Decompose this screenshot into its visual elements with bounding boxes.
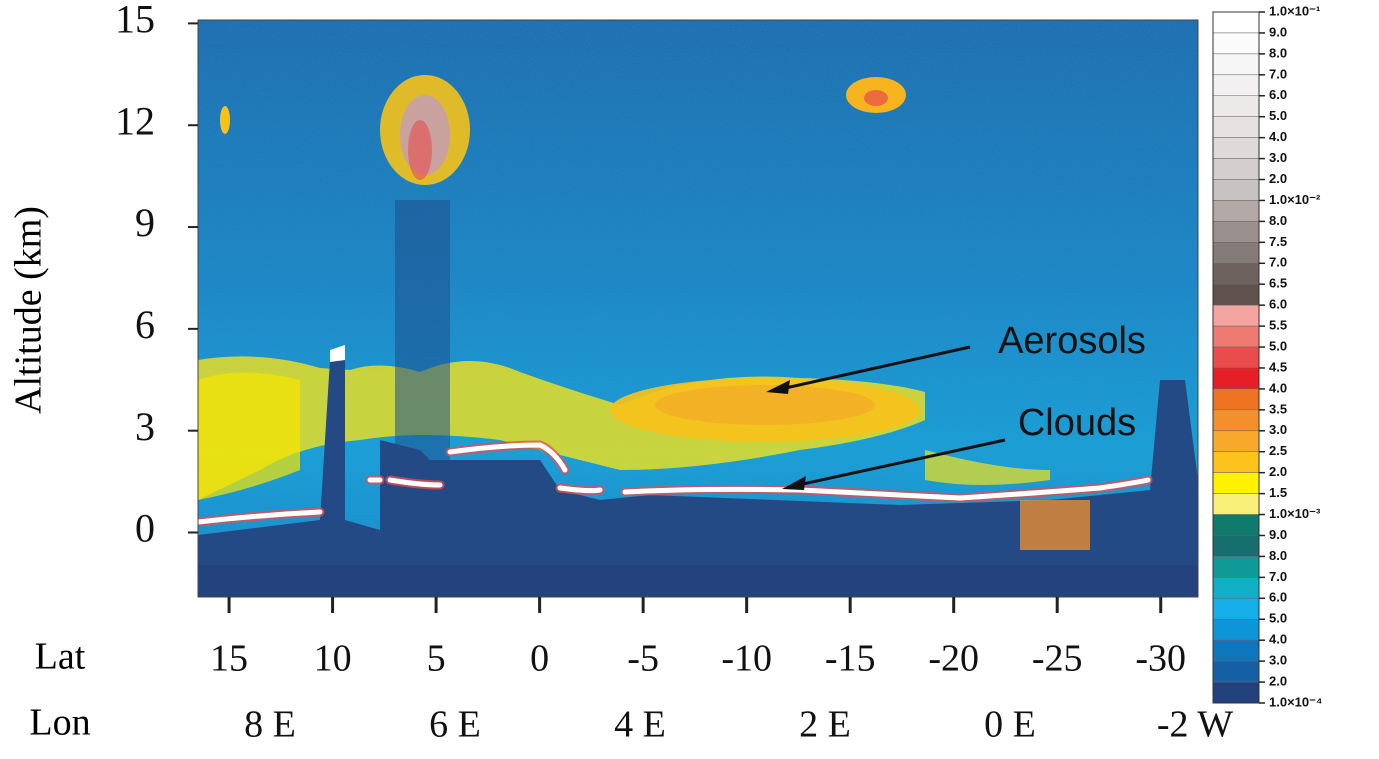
colorbar-segment [1213,640,1259,661]
x-tick-label: -30 [1135,638,1186,680]
colorbar-segment [1213,12,1259,33]
colorbar-segment [1213,305,1259,326]
colorbar-segment [1213,389,1259,410]
colorbar-segment [1213,263,1259,284]
colorbar-segment [1213,96,1259,117]
colorbar-tick-label: 5.5 [1269,318,1287,333]
colorbar-segment [1213,515,1259,536]
colorbar-segment [1213,661,1259,682]
colorbar-tick-label: 2.5 [1269,443,1287,458]
colorbar-tick-label: 3.0 [1269,150,1287,165]
x-tick-label: -15 [825,638,876,680]
lon-label: 6 E [429,704,481,746]
colorbar-segment [1213,159,1259,180]
y-tick-label: 6 [135,302,155,347]
colorbar-tick-label: 1.0×10⁻² [1269,192,1321,207]
colorbar-segment [1213,598,1259,619]
colorbar-segment [1213,221,1259,242]
colorbar-segment [1213,138,1259,159]
y-tick-label: 3 [135,404,155,449]
annotation: Aerosols [998,320,1146,362]
colorbar-tick-label: 1.0×10⁻¹ [1269,3,1320,18]
colorbar-tick-label: 8.0 [1269,548,1287,563]
colorbar-tick-label: 6.0 [1269,590,1287,605]
colorbar-segment [1213,535,1259,556]
colorbar-tick-label: 3.0 [1269,422,1287,437]
colorbar-tick-label: 5.0 [1269,338,1287,353]
colorbar-segment [1213,242,1259,263]
colorbar-segment [1213,577,1259,598]
x-tick-label: -5 [627,638,659,680]
y-tick-label: 9 [135,200,155,245]
lon-label: 8 E [244,704,296,746]
lon-label: 4 E [614,704,666,746]
colorbar-tick-label: 1.0×10⁻⁴ [1269,694,1322,709]
colorbar-segment [1213,431,1259,452]
colorbar-tick-label: 7.0 [1269,569,1287,584]
colorbar-segment [1213,619,1259,640]
colorbar-segment [1213,682,1259,703]
colorbar-segment [1213,368,1259,389]
y-tick-label: 12 [115,98,155,143]
y-tick-label: 0 [135,506,155,551]
y-tick-label: 15 [115,0,155,42]
colorbar-tick-label: 5.0 [1269,108,1287,123]
colorbar-tick-label: 2.0 [1269,464,1287,479]
x-tick-label: -25 [1032,638,1083,680]
colorbar-segment [1213,75,1259,96]
colorbar-tick-label: 6.0 [1269,297,1287,312]
y-axis-label: Altitude (km) [8,206,50,414]
colorbar-tick-label: 4.0 [1269,380,1287,395]
colorbar-tick-label: 4.0 [1269,129,1287,144]
curtain-image [198,20,1198,597]
colorbar-tick-label: 3.0 [1269,653,1287,668]
colorbar-segment [1213,33,1259,54]
colorbar-segment [1213,452,1259,473]
x-tick-label: 15 [210,638,248,680]
colorbar-segment [1213,180,1259,201]
colorbar-segment [1213,200,1259,221]
colorbar-segment [1213,54,1259,75]
colorbar-tick-label: 4.5 [1269,359,1287,374]
colorbar-tick-label: 9.0 [1269,24,1287,39]
annotation: Clouds [1018,402,1136,444]
colorbar-tick-label: 8.0 [1269,213,1287,228]
colorbar-segment [1213,556,1259,577]
lon-label: 2 E [799,704,851,746]
colorbar-tick-label: 8.0 [1269,45,1287,60]
colorbar-tick-label: 9.0 [1269,527,1287,542]
colorbar-tick-label: 7.0 [1269,66,1287,81]
lon-label: 0 E [984,704,1036,746]
colorbar-segment [1213,284,1259,305]
colorbar-segment [1213,473,1259,494]
colorbar-tick-label: 2.0 [1269,673,1287,688]
colorbar-tick-label: 7.0 [1269,255,1287,270]
lon-row-label: Lon [29,702,90,744]
x-tick-label: -20 [928,638,979,680]
x-tick-label: 0 [530,638,549,680]
colorbar-tick-label: 2.0 [1269,171,1287,186]
colorbar-tick-label: 1.0×10⁻³ [1269,506,1321,521]
colorbar-tick-label: 6.0 [1269,87,1287,102]
colorbar-tick-label: 4.0 [1269,632,1287,647]
colorbar-segment [1213,494,1259,515]
colorbar-segment [1213,117,1259,138]
x-tick-label: -10 [721,638,772,680]
colorbar-tick-label: 3.5 [1269,401,1287,416]
lon-label: -2 W [1157,704,1233,746]
chart: Altitude (km) Lat Lon Aerosols Clouds 0 3… [0,0,1379,759]
x-tick-label: 10 [314,638,352,680]
colorbar-tick-label: 1.5 [1269,485,1287,500]
colorbar-tick-label: 5.0 [1269,611,1287,626]
x-tick-label: 5 [427,638,446,680]
colorbar-tick-label: 6.5 [1269,276,1287,291]
lat-row-label: Lat [35,636,86,678]
colorbar-segment [1213,347,1259,368]
colorbar-segment [1213,410,1259,431]
colorbar-segment [1213,326,1259,347]
colorbar-tick-label: 7.5 [1269,234,1287,249]
